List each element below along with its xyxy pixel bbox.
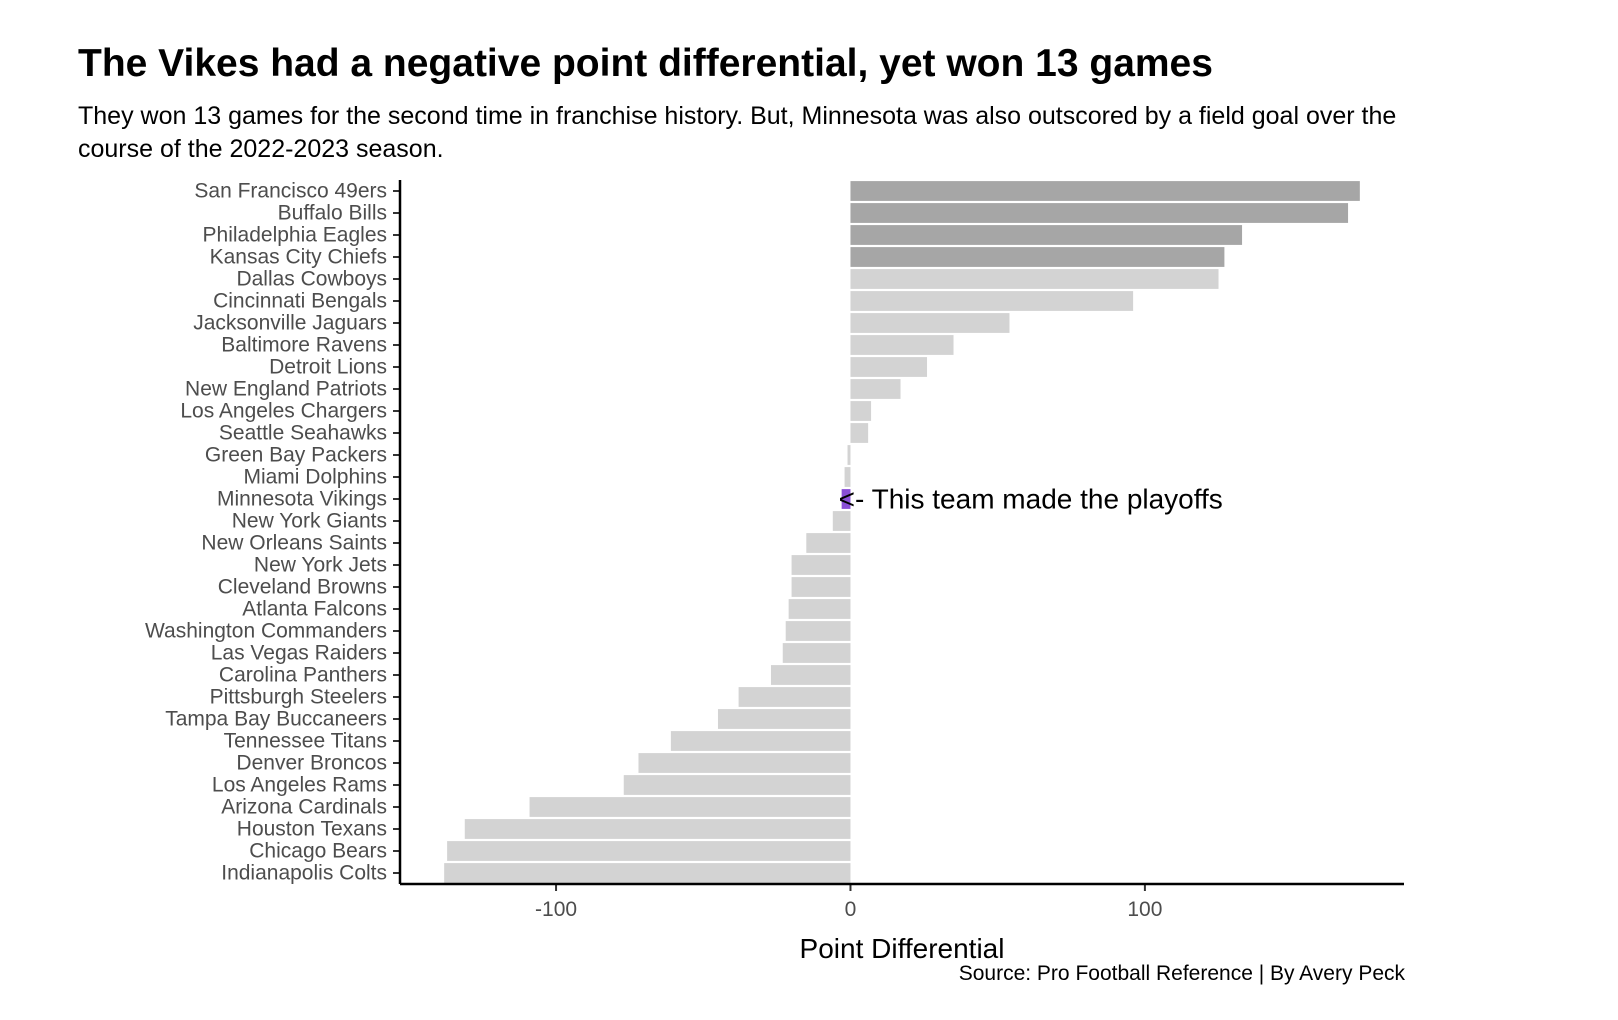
- category-label: Indianapolis Colts: [221, 862, 387, 885]
- bar-chicago-bears: [447, 841, 851, 861]
- category-label: Green Bay Packers: [205, 444, 387, 467]
- bars-layer: [444, 181, 1360, 883]
- chart-caption: Source: Pro Football Reference | By Aver…: [958, 962, 1405, 985]
- bar-minnesota-vikings: [841, 489, 851, 509]
- bar-houston-texans: [464, 819, 851, 839]
- bar-tennessee-titans: [670, 731, 851, 751]
- x-axis-title: Point Differential: [800, 933, 1005, 964]
- bar-arizona-cardinals: [529, 797, 851, 817]
- category-label: New England Patriots: [185, 378, 387, 401]
- bar-new-orleans-saints: [806, 533, 851, 553]
- category-label: Washington Commanders: [145, 620, 387, 643]
- bar-baltimore-ravens: [850, 335, 954, 355]
- bar-los-angeles-rams: [623, 775, 851, 795]
- bar-new-england-patriots: [850, 379, 901, 399]
- bar-atlanta-falcons: [788, 599, 851, 619]
- bar-jacksonville-jaguars: [850, 313, 1010, 333]
- category-label: Buffalo Bills: [278, 202, 387, 225]
- bar-carolina-panthers: [770, 665, 851, 685]
- bar-tampa-bay-buccaneers: [717, 709, 851, 729]
- bar-kansas-city-chiefs: [850, 247, 1225, 267]
- category-label: Miami Dolphins: [243, 466, 387, 489]
- chart-subtitle: They won 13 games for the second time in…: [78, 102, 1397, 163]
- category-label: Seattle Seahawks: [219, 422, 387, 445]
- bar-new-york-giants: [832, 511, 851, 531]
- bar-new-york-jets: [791, 555, 851, 575]
- category-label: New York Jets: [254, 554, 387, 577]
- bar-denver-broncos: [638, 753, 851, 773]
- bar-indianapolis-colts: [444, 863, 851, 883]
- category-label: Dallas Cowboys: [236, 268, 387, 291]
- category-label: Detroit Lions: [269, 356, 387, 379]
- annotation-text: <- This team made the playoffs: [839, 484, 1223, 515]
- bar-dallas-cowboys: [850, 269, 1219, 289]
- x-ticks: -100 0 100: [535, 884, 1162, 921]
- category-label: New York Giants: [232, 510, 387, 533]
- bar-miami-dolphins: [844, 467, 851, 487]
- bar-san-francisco-49ers: [850, 181, 1360, 201]
- bar-cleveland-browns: [791, 577, 851, 597]
- category-label: Los Angeles Chargers: [180, 400, 387, 423]
- category-label: Los Angeles Rams: [212, 774, 387, 797]
- category-label: Cleveland Browns: [218, 576, 387, 599]
- category-label: Denver Broncos: [236, 752, 387, 775]
- bar-los-angeles-chargers: [850, 401, 872, 421]
- category-label: Jacksonville Jaguars: [193, 312, 387, 335]
- category-label: Arizona Cardinals: [221, 796, 387, 819]
- category-label: Tennessee Titans: [224, 730, 387, 753]
- category-label: Atlanta Falcons: [242, 598, 387, 621]
- category-label: New Orleans Saints: [201, 532, 387, 555]
- bar-las-vegas-raiders: [782, 643, 851, 663]
- x-tick-label: -100: [535, 898, 577, 921]
- chart-title: The Vikes had a negative point different…: [78, 42, 1213, 85]
- category-label: Carolina Panthers: [219, 664, 387, 687]
- bar-green-bay-packers: [847, 445, 851, 465]
- category-label: Cincinnati Bengals: [213, 290, 387, 313]
- x-tick-label: 100: [1127, 898, 1162, 921]
- category-label: San Francisco 49ers: [194, 180, 387, 203]
- bar-seattle-seahawks: [850, 423, 869, 443]
- category-label: Chicago Bears: [249, 840, 387, 863]
- bar-washington-commanders: [785, 621, 851, 641]
- bar-buffalo-bills: [850, 203, 1349, 223]
- annotation: <- This team made the playoffs: [839, 484, 1223, 515]
- bar-detroit-lions: [850, 357, 928, 377]
- category-label: Minnesota Vikings: [217, 488, 387, 511]
- bar-philadelphia-eagles: [850, 225, 1243, 245]
- category-label: Las Vegas Raiders: [211, 642, 387, 665]
- category-label: Baltimore Ravens: [221, 334, 387, 357]
- category-label: Pittsburgh Steelers: [210, 686, 387, 709]
- category-label: Philadelphia Eagles: [203, 224, 387, 247]
- category-label: Kansas City Chiefs: [210, 246, 387, 269]
- category-label: Tampa Bay Buccaneers: [165, 708, 387, 731]
- bar-pittsburgh-steelers: [738, 687, 851, 707]
- bar-cincinnati-bengals: [850, 291, 1134, 311]
- x-tick-label: 0: [845, 898, 857, 921]
- category-label: Houston Texans: [237, 818, 387, 841]
